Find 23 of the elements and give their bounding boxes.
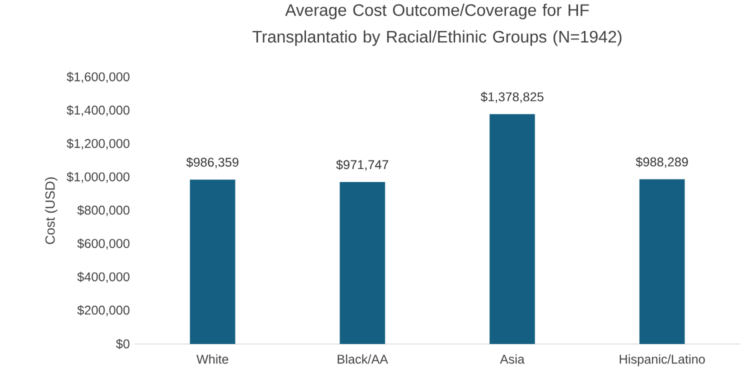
- bar: [639, 179, 685, 344]
- y-tick-label: $600,000: [77, 238, 130, 250]
- data-label: $971,747: [336, 160, 388, 171]
- data-label: $988,289: [636, 156, 688, 168]
- data-label: $1,378,825: [480, 92, 544, 103]
- y-tick-label: $1,000,000: [66, 172, 130, 183]
- x-tick-label: White: [196, 354, 228, 364]
- x-tick-label: Black/AA: [338, 354, 388, 364]
- y-tick-label: $1,200,000: [66, 138, 130, 150]
- y-axis-title: Cost (USD): [44, 177, 58, 244]
- data-label: $986,359: [186, 157, 238, 168]
- x-tick-label: Hispanic/Latino: [620, 354, 705, 366]
- x-tick-label: Asia: [500, 354, 525, 364]
- y-tick-label: $1,600,000: [66, 72, 130, 83]
- bar: [490, 114, 535, 344]
- chart-title: Average Cost Outcome/Coverage for HF Transplantatio by Racial/Ethinic Groups (N=1942): [252, 4, 622, 46]
- y-tick-label: $800,000: [77, 205, 130, 216]
- bar: [190, 180, 236, 344]
- y-tick-label: $1,400,000: [66, 105, 130, 116]
- y-tick-label: $0: [116, 338, 130, 350]
- bar: [340, 182, 386, 344]
- y-tick-label: $400,000: [77, 272, 130, 283]
- y-tick-label: $200,000: [77, 305, 130, 316]
